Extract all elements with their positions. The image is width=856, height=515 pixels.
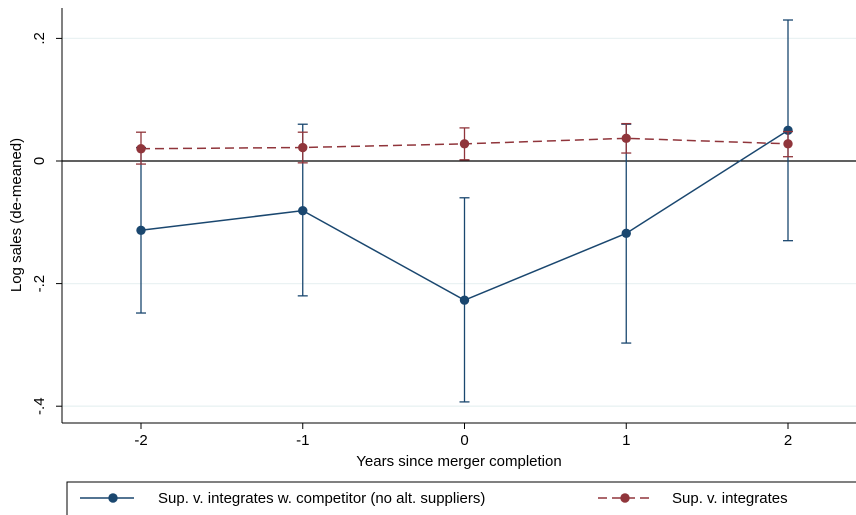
y-axis-title: Log sales (de-meaned) [8,138,25,292]
x-tick-label-4: 2 [784,432,792,449]
legend: Sup. v. integrates w. competitor (no alt… [66,481,856,515]
legend-marker-series-1 [108,493,118,503]
point-series-1-1 [298,205,308,216]
point-series-1-4 [783,125,793,136]
x-axis-title: Years since merger completion [356,453,561,470]
point-series-1-2 [459,295,470,305]
x-tick-label-1: -1 [296,432,309,449]
series-1 [136,19,793,403]
point-series-1-3 [621,228,631,239]
legend-label-series-1: Sup. v. integrates w. competitor (no alt… [158,490,485,507]
gridlines [62,37,856,407]
x-tick-label-2: 0 [460,432,468,449]
series-layer [136,19,793,403]
point-series-2-3 [621,133,631,144]
point-series-2-2 [459,139,470,149]
y-tick-label-0: .2 [31,32,48,45]
point-series-2-0 [136,144,146,154]
legend-label-series-2: Sup. v. integrates [672,490,788,507]
legend-marker-series-2 [620,493,630,503]
series-2 [136,122,793,165]
point-series-2-4 [783,139,793,149]
y-tick-label-1: 0 [31,157,48,165]
legend-box [66,481,856,515]
point-series-1-0 [136,225,146,235]
axes: .2 0 -.2 -.4 -2 -1 0 1 2 [31,8,856,449]
y-tick-label-2: -.2 [31,275,48,293]
y-tick-label-3: -.4 [31,397,48,415]
x-tick-label-0: -2 [134,432,147,449]
point-series-2-1 [298,142,308,153]
x-tick-label-3: 1 [622,432,630,449]
